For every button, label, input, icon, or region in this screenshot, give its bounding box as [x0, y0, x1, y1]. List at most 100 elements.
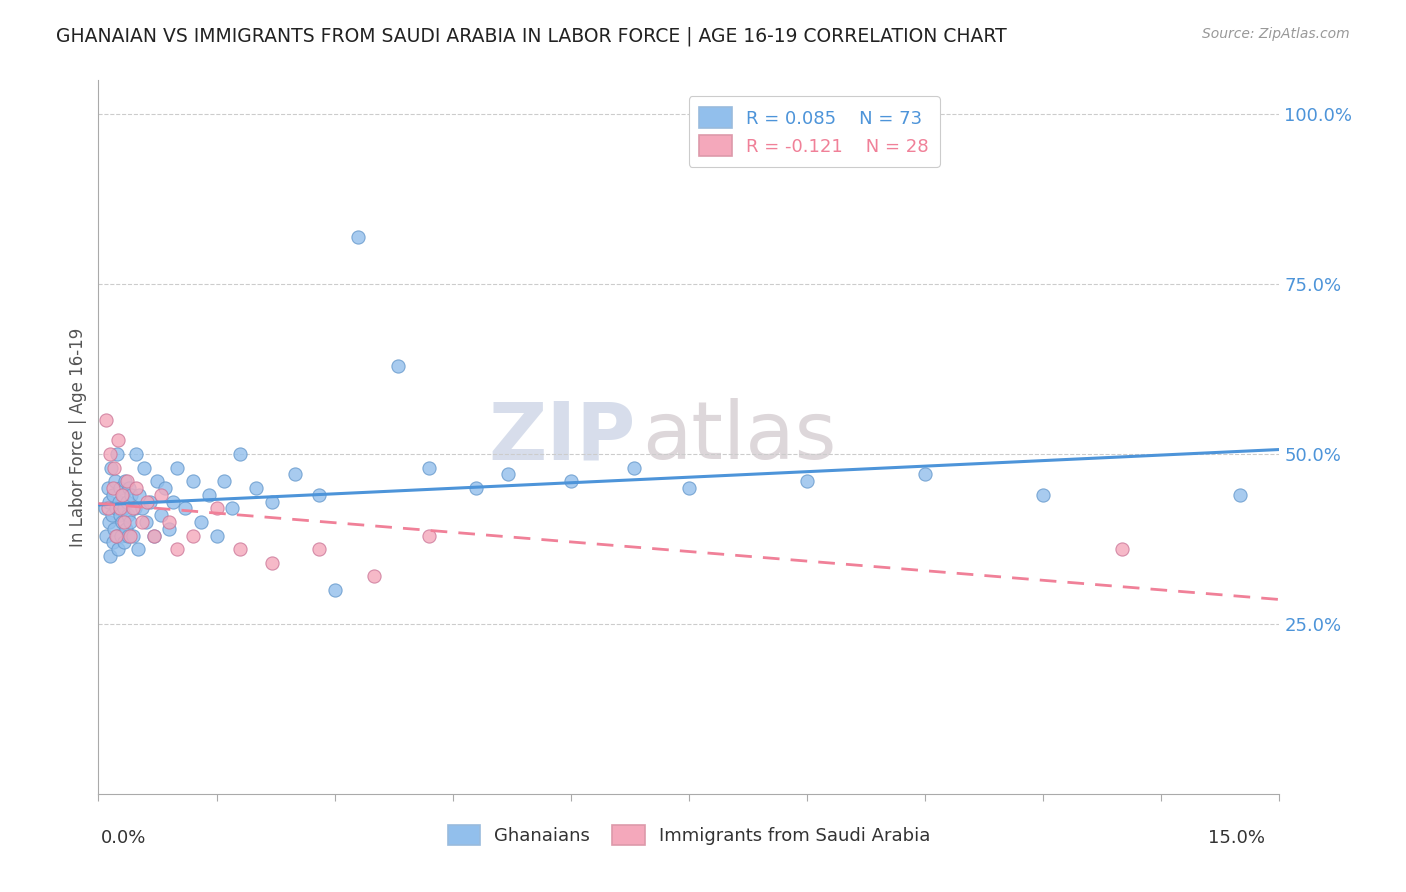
Point — [124, 501, 146, 516]
Point — [1032, 488, 1054, 502]
Point — [260, 556, 283, 570]
Point — [1229, 488, 1251, 502]
Point — [112, 515, 135, 529]
Point — [107, 542, 129, 557]
Point — [117, 508, 139, 523]
Point — [118, 515, 141, 529]
Point — [98, 549, 121, 563]
Point — [181, 475, 204, 489]
Point — [560, 475, 582, 489]
Point — [111, 488, 134, 502]
Point — [110, 528, 132, 542]
Point — [174, 501, 197, 516]
Point — [229, 542, 252, 557]
Text: 0.0%: 0.0% — [101, 829, 146, 847]
Legend: Ghanaians, Immigrants from Saudi Arabia: Ghanaians, Immigrants from Saudi Arabia — [440, 817, 938, 853]
Text: 15.0%: 15.0% — [1208, 829, 1265, 847]
Point — [101, 488, 124, 502]
Point — [104, 475, 127, 489]
Point — [103, 460, 125, 475]
Point — [131, 501, 153, 516]
Point — [1111, 542, 1133, 557]
Point — [104, 528, 127, 542]
Point — [101, 508, 124, 523]
Point — [155, 481, 177, 495]
Point — [105, 447, 128, 461]
Point — [796, 475, 818, 489]
Point — [166, 542, 188, 557]
Point — [115, 522, 138, 536]
Text: ZIP: ZIP — [488, 398, 636, 476]
Point — [118, 481, 141, 495]
Point — [323, 582, 346, 597]
Point — [197, 488, 219, 502]
Point — [112, 501, 135, 516]
Point — [150, 488, 173, 502]
Point — [121, 488, 143, 502]
Point — [101, 481, 124, 495]
Point — [135, 515, 157, 529]
Point — [127, 542, 149, 557]
Point — [157, 522, 180, 536]
Point — [117, 528, 139, 542]
Point — [115, 475, 138, 489]
Point — [308, 542, 330, 557]
Point — [465, 481, 488, 495]
Point — [142, 528, 165, 542]
Point — [125, 481, 148, 495]
Text: Source: ZipAtlas.com: Source: ZipAtlas.com — [1202, 27, 1350, 41]
Point — [103, 522, 125, 536]
Point — [136, 494, 159, 508]
Point — [97, 501, 120, 516]
Point — [190, 515, 212, 529]
Point — [150, 508, 173, 523]
Point — [115, 494, 138, 508]
Point — [623, 460, 645, 475]
Point — [221, 501, 243, 516]
Point — [110, 481, 132, 495]
Point — [94, 413, 117, 427]
Point — [166, 460, 188, 475]
Point — [114, 475, 136, 489]
Point — [205, 501, 228, 516]
Point — [162, 494, 184, 508]
Point — [138, 494, 160, 508]
Point — [678, 481, 700, 495]
Point — [128, 488, 150, 502]
Point — [93, 501, 115, 516]
Point — [229, 447, 252, 461]
Y-axis label: In Labor Force | Age 16-19: In Labor Force | Age 16-19 — [69, 327, 87, 547]
Point — [142, 528, 165, 542]
Point — [96, 528, 118, 542]
Point — [284, 467, 307, 482]
Point — [110, 501, 132, 516]
Point — [111, 488, 134, 502]
Point — [205, 528, 228, 542]
Point — [105, 528, 128, 542]
Point — [104, 501, 127, 516]
Point — [118, 528, 141, 542]
Point — [363, 569, 385, 583]
Point — [387, 359, 409, 373]
Point — [122, 501, 145, 516]
Point — [418, 460, 440, 475]
Point — [132, 460, 155, 475]
Point — [97, 481, 120, 495]
Point — [112, 535, 135, 549]
Point — [107, 434, 129, 448]
Point — [98, 494, 121, 508]
Text: atlas: atlas — [641, 398, 837, 476]
Point — [125, 447, 148, 461]
Point — [418, 528, 440, 542]
Point — [122, 528, 145, 542]
Point — [914, 467, 936, 482]
Point — [308, 488, 330, 502]
Point — [146, 475, 169, 489]
Point — [100, 460, 122, 475]
Point — [214, 475, 236, 489]
Point — [108, 494, 131, 508]
Point — [260, 494, 283, 508]
Point — [111, 515, 134, 529]
Point — [97, 515, 120, 529]
Text: GHANAIAN VS IMMIGRANTS FROM SAUDI ARABIA IN LABOR FORCE | AGE 16-19 CORRELATION : GHANAIAN VS IMMIGRANTS FROM SAUDI ARABIA… — [56, 27, 1007, 46]
